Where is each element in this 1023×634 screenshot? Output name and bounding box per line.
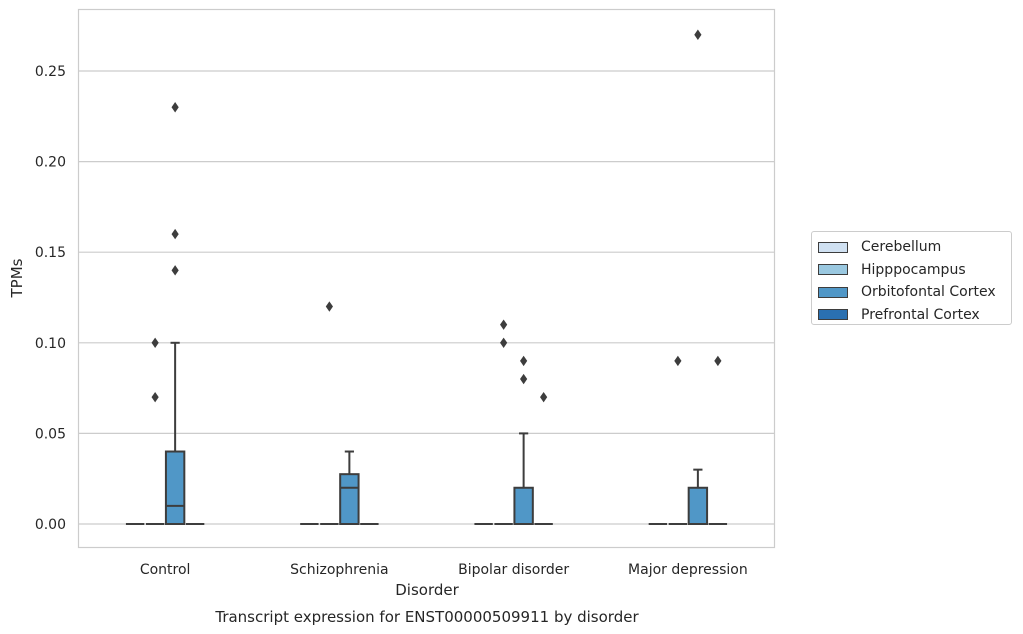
box-group bbox=[339, 450, 360, 526]
outlier-point bbox=[171, 228, 179, 240]
x-tick-label: Major depression bbox=[628, 562, 748, 578]
box-group bbox=[164, 102, 186, 525]
legend: Cerebellum Hipppocampus Orbitofontal Corte… bbox=[811, 231, 1012, 325]
box-rect bbox=[339, 473, 360, 526]
legend-label: Orbitofontal Cortex bbox=[861, 284, 996, 301]
outlier-point bbox=[714, 355, 722, 367]
legend-label: Prefrontal Cortex bbox=[861, 306, 980, 323]
y-tick-label: 0.10 bbox=[35, 336, 66, 352]
chart-caption: Transcript expression for ENST0000050991… bbox=[214, 608, 639, 626]
box-group bbox=[687, 29, 709, 526]
outlier-point bbox=[540, 391, 548, 403]
outlier-point bbox=[171, 102, 179, 113]
legend-item: Prefrontal Cortex bbox=[818, 304, 1011, 327]
x-tick-labels: Control Schizophrenia Bipolar disorder Majo… bbox=[140, 562, 748, 578]
y-tick-label: 0.25 bbox=[35, 64, 66, 80]
outlier-point bbox=[325, 301, 333, 312]
box-group bbox=[708, 355, 728, 525]
box-marks bbox=[125, 29, 728, 526]
x-tick-label: Bipolar disorder bbox=[458, 562, 569, 578]
outlier-point bbox=[520, 373, 528, 385]
legend-swatch bbox=[818, 309, 848, 321]
legend-item: Hipppocampus bbox=[818, 259, 1011, 282]
y-tick-labels: 0.00 0.05 0.10 0.15 0.20 0.25 bbox=[35, 64, 66, 533]
y-tick-label: 0.15 bbox=[35, 245, 66, 261]
outlier-point bbox=[694, 29, 702, 40]
outlier-point bbox=[151, 337, 159, 348]
legend-item: Orbitofontal Cortex bbox=[818, 281, 1011, 304]
legend-label: Hipppocampus bbox=[861, 261, 966, 278]
legend-swatch bbox=[818, 241, 848, 253]
x-tick-label: Control bbox=[140, 562, 191, 578]
y-tick-label: 0.05 bbox=[35, 426, 66, 442]
y-tick-label: 0.20 bbox=[35, 155, 66, 171]
y-axis-label: TPMs bbox=[8, 258, 26, 298]
box-rect bbox=[687, 486, 709, 526]
legend-label: Cerebellum bbox=[861, 239, 942, 256]
legend-swatch bbox=[818, 264, 848, 276]
outlier-point bbox=[520, 355, 528, 367]
outlier-point bbox=[674, 355, 682, 367]
y-tick-label: 0.00 bbox=[35, 517, 66, 533]
outlier-point bbox=[500, 319, 508, 330]
plot-frame bbox=[77, 8, 776, 549]
box-group bbox=[145, 391, 165, 525]
x-tick-label: Schizophrenia bbox=[290, 562, 388, 578]
outlier-point bbox=[151, 391, 159, 403]
legend-swatch bbox=[818, 286, 848, 298]
x-axis-label: Disorder bbox=[395, 581, 459, 599]
box-rect bbox=[164, 450, 186, 525]
legend-item: Cerebellum bbox=[818, 236, 1011, 259]
box-group bbox=[534, 391, 553, 525]
outlier-point bbox=[171, 265, 179, 276]
box-rect bbox=[513, 486, 534, 526]
box-group bbox=[513, 355, 534, 526]
outlier-point bbox=[500, 337, 508, 348]
